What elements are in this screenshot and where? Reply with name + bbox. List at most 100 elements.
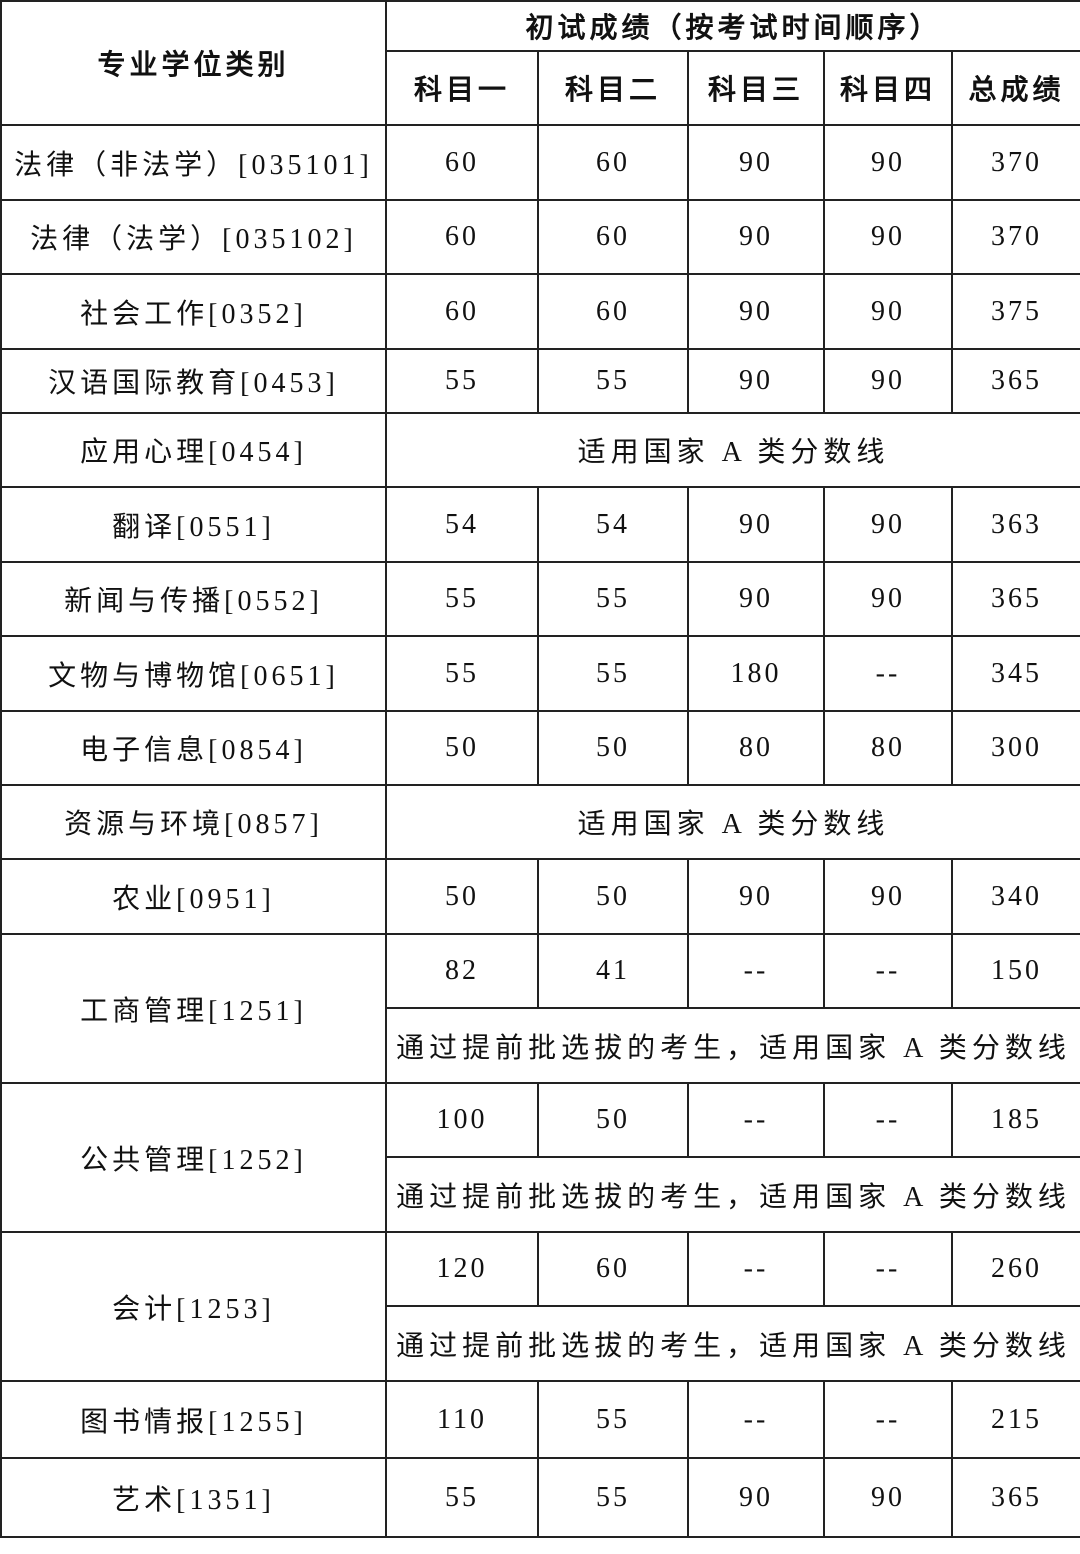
score-group-header: 初试成绩（按考试时间顺序） bbox=[384, 0, 1080, 52]
score-cell: 55 bbox=[537, 561, 689, 637]
score-cell: 90 bbox=[823, 124, 953, 201]
category-cell: 新闻与传播[0552] bbox=[0, 561, 387, 637]
score-cell: 365 bbox=[950, 561, 1080, 637]
column-header: 科目一 bbox=[385, 50, 539, 126]
table-row-note: 通过提前批选拔的考生，适用国家 A 类分数线 bbox=[1, 1305, 1080, 1382]
score-cell: 370 bbox=[950, 199, 1080, 275]
score-cell: -- bbox=[823, 635, 953, 712]
score-cell: 55 bbox=[385, 1457, 539, 1538]
score-cell: 300 bbox=[950, 710, 1080, 786]
category-cell: 汉语国际教育[0453] bbox=[0, 348, 387, 414]
score-cell: 185 bbox=[950, 1082, 1080, 1158]
table-row-note: 通过提前批选拔的考生，适用国家 A 类分数线 bbox=[1, 1156, 1080, 1233]
score-cell: 60 bbox=[385, 199, 539, 275]
note-cell: 适用国家 A 类分数线 bbox=[384, 412, 1080, 488]
score-cell: 90 bbox=[823, 273, 953, 350]
score-cell: 80 bbox=[823, 710, 953, 786]
table-row: 文物与博物馆[0651] 55 55 180 -- 345 bbox=[0, 635, 1080, 712]
score-cell: 120 bbox=[385, 1231, 539, 1307]
score-cell: 90 bbox=[687, 486, 825, 563]
score-cell: -- bbox=[687, 933, 825, 1009]
score-cell: 90 bbox=[687, 124, 825, 201]
table-row: 应用心理[0454] 适用国家 A 类分数线 bbox=[0, 412, 1080, 488]
score-cell: 90 bbox=[823, 561, 953, 637]
score-cell: -- bbox=[823, 1082, 953, 1158]
score-cell: 345 bbox=[950, 635, 1080, 712]
note-cell: 通过提前批选拔的考生，适用国家 A 类分数线 bbox=[384, 1156, 1080, 1233]
category-cell: 会计[1253] bbox=[0, 1231, 387, 1382]
score-cell: -- bbox=[687, 1380, 825, 1459]
category-cell: 社会工作[0352] bbox=[0, 273, 387, 350]
score-cell: 260 bbox=[950, 1231, 1080, 1307]
score-cell: 55 bbox=[385, 561, 539, 637]
category-cell: 艺术[1351] bbox=[0, 1457, 387, 1538]
category-cell: 法律（法学）[035102] bbox=[0, 199, 387, 275]
table-row: 法律（法学）[035102] 60 60 90 90 370 bbox=[0, 199, 1080, 275]
category-header: 专业学位类别 bbox=[0, 0, 387, 126]
table-row: 汉语国际教育[0453] 55 55 90 90 365 bbox=[0, 348, 1080, 414]
score-cell: 55 bbox=[385, 635, 539, 712]
score-cell: 60 bbox=[385, 273, 539, 350]
score-cell: 80 bbox=[687, 710, 825, 786]
score-cell: 60 bbox=[537, 1231, 689, 1307]
score-cell: 90 bbox=[687, 199, 825, 275]
table-row: 公共管理[1252] 100 50 -- -- 185 bbox=[0, 1082, 1080, 1233]
score-cell: 60 bbox=[537, 273, 689, 350]
category-cell: 图书情报[1255] bbox=[0, 1380, 387, 1459]
score-cell: 55 bbox=[537, 635, 689, 712]
category-cell: 法律（非法学）[035101] bbox=[0, 124, 387, 201]
score-cell: 215 bbox=[950, 1380, 1080, 1459]
score-cell: 50 bbox=[537, 1082, 689, 1158]
column-header: 总成绩 bbox=[950, 50, 1080, 126]
score-cell: 55 bbox=[385, 348, 539, 414]
category-cell: 应用心理[0454] bbox=[0, 412, 387, 488]
score-cell: -- bbox=[687, 1082, 825, 1158]
category-cell: 工商管理[1251] bbox=[0, 933, 387, 1084]
score-cell: 55 bbox=[537, 1457, 689, 1538]
score-cell: 41 bbox=[537, 933, 689, 1009]
score-cell: 50 bbox=[537, 858, 689, 935]
score-cell: 180 bbox=[687, 635, 825, 712]
score-cell: 363 bbox=[950, 486, 1080, 563]
table-row: 会计[1253] 120 60 -- -- 260 bbox=[0, 1231, 1080, 1382]
score-cell: 340 bbox=[950, 858, 1080, 935]
column-header: 科目三 bbox=[687, 50, 825, 126]
score-cell: 90 bbox=[823, 486, 953, 563]
score-cell: 50 bbox=[385, 858, 539, 935]
score-cell: 90 bbox=[823, 858, 953, 935]
score-cell: 100 bbox=[385, 1082, 539, 1158]
score-cell: 90 bbox=[687, 348, 825, 414]
table-row-note: 通过提前批选拔的考生，适用国家 A 类分数线 bbox=[1, 1007, 1080, 1084]
table-row: 农业[0951] 50 50 90 90 340 bbox=[0, 858, 1080, 935]
score-cell: 90 bbox=[823, 1457, 953, 1538]
score-cell: 55 bbox=[537, 348, 689, 414]
score-cell: 90 bbox=[823, 348, 953, 414]
table-row: 法律（非法学）[035101] 60 60 90 90 370 bbox=[0, 124, 1080, 201]
table-row: 社会工作[0352] 60 60 90 90 375 bbox=[0, 273, 1080, 350]
score-cell: 150 bbox=[950, 933, 1080, 1009]
score-cell: 90 bbox=[823, 199, 953, 275]
table-body: 法律（非法学）[035101] 60 60 90 90 370 法律（法学）[035102]… bbox=[0, 124, 1080, 1538]
score-cell: 50 bbox=[385, 710, 539, 786]
score-cell: -- bbox=[823, 1380, 953, 1459]
category-cell: 农业[0951] bbox=[0, 858, 387, 935]
score-cell: 60 bbox=[385, 124, 539, 201]
score-cell: 90 bbox=[687, 561, 825, 637]
score-cell: 375 bbox=[950, 273, 1080, 350]
score-cell: 60 bbox=[537, 199, 689, 275]
score-cell: 54 bbox=[385, 486, 539, 563]
score-cell: -- bbox=[823, 933, 953, 1009]
category-cell: 文物与博物馆[0651] bbox=[0, 635, 387, 712]
note-cell: 通过提前批选拔的考生，适用国家 A 类分数线 bbox=[384, 1007, 1080, 1084]
score-cell: 365 bbox=[950, 1457, 1080, 1538]
table-row: 电子信息[0854] 50 50 80 80 300 bbox=[0, 710, 1080, 786]
score-cell: 54 bbox=[537, 486, 689, 563]
score-cell: 55 bbox=[537, 1380, 689, 1459]
table-row: 图书情报[1255] 110 55 -- -- 215 bbox=[0, 1380, 1080, 1459]
note-cell: 适用国家 A 类分数线 bbox=[384, 784, 1080, 860]
category-cell: 资源与环境[0857] bbox=[0, 784, 387, 860]
category-cell: 公共管理[1252] bbox=[0, 1082, 387, 1233]
category-cell: 电子信息[0854] bbox=[0, 710, 387, 786]
table-row: 新闻与传播[0552] 55 55 90 90 365 bbox=[0, 561, 1080, 637]
